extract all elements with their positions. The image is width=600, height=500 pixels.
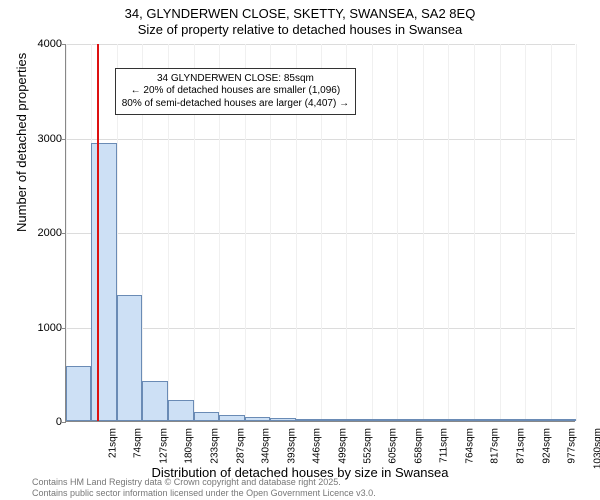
histogram-bar: [296, 419, 321, 421]
y-axis-label: Number of detached properties: [14, 53, 29, 232]
gridline-v: [474, 44, 475, 421]
histogram-bar: [194, 412, 219, 421]
histogram-bar: [142, 381, 167, 421]
y-tick-label: 3000: [30, 133, 62, 145]
y-tick-label: 4000: [30, 38, 62, 50]
chart-title-line1: 34, GLYNDERWEN CLOSE, SKETTY, SWANSEA, S…: [0, 0, 600, 21]
footer-line-2: Contains public sector information licen…: [32, 488, 376, 498]
histogram-bar: [474, 419, 499, 421]
histogram-bar: [423, 419, 448, 421]
y-tick-mark: [62, 422, 66, 423]
gridline-v: [500, 44, 501, 421]
histogram-bar: [66, 366, 91, 421]
callout-line-1: 34 GLYNDERWEN CLOSE: 85sqm: [122, 73, 349, 86]
histogram-bar: [321, 419, 346, 421]
histogram-bar: [525, 419, 550, 421]
gridline-v: [423, 44, 424, 421]
callout-line-2: ← 20% of detached houses are smaller (1,…: [122, 85, 349, 98]
histogram-bar: [500, 419, 525, 421]
callout-line-3: 80% of semi-detached houses are larger (…: [122, 98, 349, 111]
histogram-bar: [397, 419, 422, 421]
gridline-v: [551, 44, 552, 421]
y-tick-label: 0: [30, 416, 62, 428]
gridline-v: [66, 44, 67, 421]
footer-line-1: Contains HM Land Registry data © Crown c…: [32, 477, 376, 487]
plot-area: 34 GLYNDERWEN CLOSE: 85sqm ← 20% of deta…: [65, 44, 575, 422]
histogram-bar: [117, 295, 142, 421]
histogram-bar: [168, 400, 194, 421]
y-tick-label: 1000: [30, 322, 62, 334]
histogram-bar: [245, 417, 270, 421]
chart-title-line2: Size of property relative to detached ho…: [0, 21, 600, 37]
gridline-v: [397, 44, 398, 421]
histogram-bar: [448, 419, 474, 421]
marker-line: [97, 44, 99, 421]
gridline-v: [576, 44, 577, 421]
histogram-bar: [270, 418, 295, 421]
gridline-v: [448, 44, 449, 421]
callout-box: 34 GLYNDERWEN CLOSE: 85sqm ← 20% of deta…: [115, 68, 356, 116]
histogram-bar: [346, 419, 371, 421]
histogram-bar: [91, 143, 116, 421]
chart-container: 34, GLYNDERWEN CLOSE, SKETTY, SWANSEA, S…: [0, 0, 600, 500]
gridline-v: [372, 44, 373, 421]
gridline-v: [525, 44, 526, 421]
footer-attribution: Contains HM Land Registry data © Crown c…: [32, 477, 376, 498]
histogram-bar: [372, 419, 397, 421]
histogram-bar: [551, 419, 576, 421]
y-tick-label: 2000: [30, 227, 62, 239]
histogram-bar: [219, 415, 244, 421]
